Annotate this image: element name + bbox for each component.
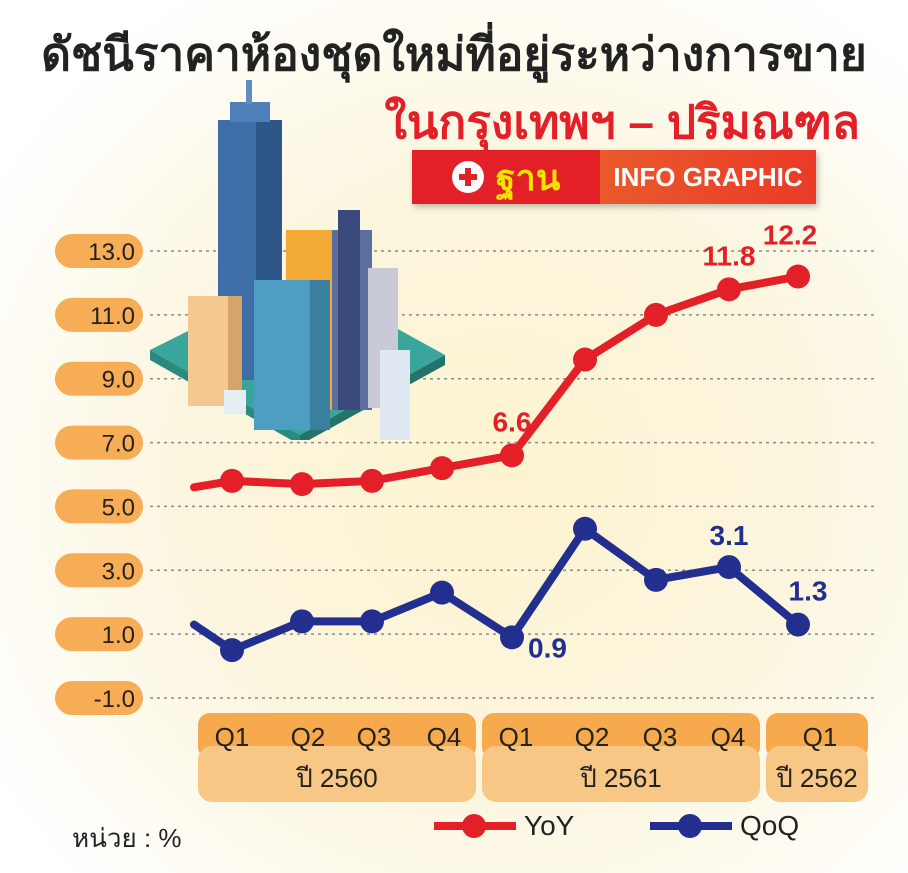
data-label-yoy: 6.6 xyxy=(493,406,532,437)
year-label: ปี 2561 xyxy=(579,763,662,793)
y-tick-pill xyxy=(55,425,143,460)
data-point-qoq xyxy=(644,567,668,592)
data-point-qoq xyxy=(500,625,524,650)
chart-subtitle: ในกรุงเทพฯ – ปริมณฑล xyxy=(384,96,860,148)
year-label: ปี 2560 xyxy=(295,763,378,793)
legend-qoq-marker xyxy=(678,814,702,838)
data-label-qoq: 1.3 xyxy=(789,576,828,607)
y-tick-pill xyxy=(55,361,143,396)
quarter-label: Q1 xyxy=(803,722,838,752)
quarter-label: Q1 xyxy=(215,722,250,752)
quarter-label: Q4 xyxy=(711,722,746,752)
badge-logo: ฐาน xyxy=(412,150,600,204)
data-point-yoy xyxy=(573,347,597,372)
legend-qoq-line xyxy=(650,814,732,838)
y-tick-pill xyxy=(55,553,143,588)
year-pill xyxy=(766,746,868,802)
legend-qoq: QoQ xyxy=(650,810,799,842)
y-tick-pill xyxy=(55,681,143,715)
city-buildings-icon xyxy=(150,80,445,440)
data-point-yoy xyxy=(220,468,244,493)
info-graphic-badge: ฐาน INFO GRAPHIC xyxy=(412,150,816,204)
data-point-qoq xyxy=(430,580,454,605)
series-line-yoy xyxy=(190,272,802,492)
badge-text: INFO GRAPHIC xyxy=(600,150,816,204)
data-point-qoq xyxy=(220,638,244,663)
quarter-label: Q1 xyxy=(499,722,534,752)
y-tick-label: 3.0 xyxy=(102,558,135,585)
data-point-yoy xyxy=(430,456,454,481)
year-label: ปี 2562 xyxy=(775,763,858,793)
quarter-label: Q2 xyxy=(291,722,326,752)
y-tick-label: 13.0 xyxy=(88,239,135,266)
data-point-yoy xyxy=(786,264,810,289)
quarter-label: Q2 xyxy=(575,722,610,752)
y-tick-pill xyxy=(55,489,143,524)
data-point-yoy xyxy=(644,302,668,327)
quarter-label: Q3 xyxy=(357,722,392,752)
data-point-qoq xyxy=(717,555,741,580)
data-point-yoy xyxy=(360,468,384,493)
legend-qoq-label: QoQ xyxy=(740,810,800,841)
y-tick-label: -1.0 xyxy=(94,686,135,713)
y-tick-label: 5.0 xyxy=(102,494,135,521)
data-point-yoy xyxy=(717,277,741,302)
data-point-qoq xyxy=(360,609,384,634)
legend-yoy-line xyxy=(434,814,516,838)
y-tick-pill xyxy=(55,297,143,332)
legend-yoy: YoY xyxy=(434,810,574,842)
y-tick-label: 9.0 xyxy=(102,367,135,394)
series-line-qoq xyxy=(190,524,802,655)
data-label-qoq: 0.9 xyxy=(528,632,567,663)
y-tick-pill xyxy=(55,234,143,268)
badge-brand: ฐาน xyxy=(495,156,561,198)
data-point-qoq xyxy=(290,609,314,634)
quarter-label: Q3 xyxy=(643,722,678,752)
unit-label: หน่วย : % xyxy=(72,823,182,853)
data-label-yoy: 12.2 xyxy=(763,220,818,251)
data-label-qoq: 3.1 xyxy=(710,520,749,551)
data-point-qoq xyxy=(573,516,597,541)
data-label-yoy: 11.8 xyxy=(703,240,756,271)
chart-title: ดัชนีราคาห้องชุดใหม่ที่อยู่ระหว่างการขาย xyxy=(41,28,867,80)
year-pill xyxy=(482,746,760,802)
data-point-yoy xyxy=(290,472,314,497)
legend-yoy-label: YoY xyxy=(524,810,575,841)
year-pill xyxy=(198,746,476,802)
legend-yoy-marker xyxy=(462,814,486,838)
y-tick-label: 1.0 xyxy=(102,622,135,649)
y-tick-label: 7.0 xyxy=(102,431,135,458)
y-tick-label: 11.0 xyxy=(90,303,135,330)
quarter-label: Q4 xyxy=(427,722,462,752)
plus-circle-icon xyxy=(451,161,484,193)
data-point-qoq xyxy=(786,612,810,637)
data-point-yoy xyxy=(500,443,524,468)
y-tick-pill xyxy=(55,617,143,652)
